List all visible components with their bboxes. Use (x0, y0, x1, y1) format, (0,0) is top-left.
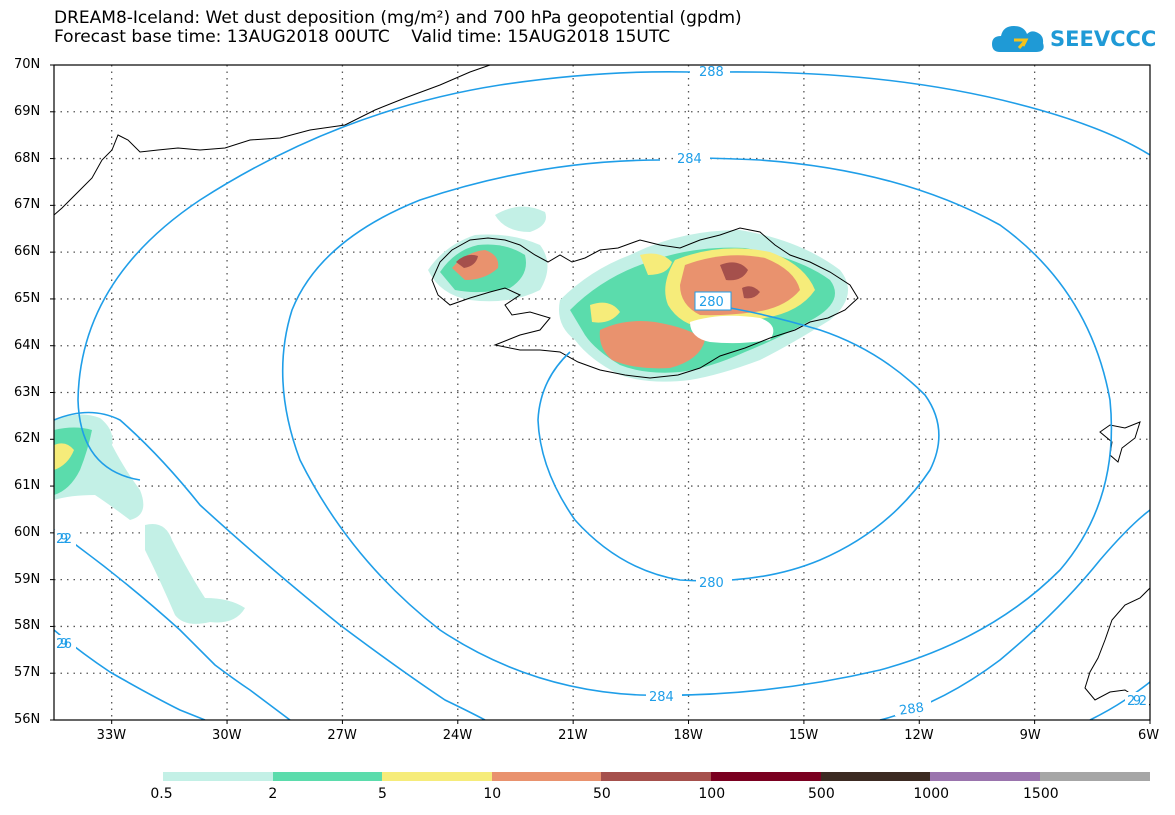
latitude-label: 59N (14, 571, 41, 587)
scotland-coastline (1084, 587, 1150, 706)
colorbar-label: 0.5 (150, 786, 173, 802)
map-title: DREAM8-Iceland: Wet dust deposition (mg/… (54, 8, 742, 28)
dust-plume-southwest (145, 524, 245, 624)
seevccc-logo: SEEVCCC (990, 18, 1156, 60)
longitude-label: 33W (96, 728, 127, 743)
colorbar-label: 50 (593, 786, 611, 802)
contour-284 (281, 157, 1113, 697)
contour-label: 296 (54, 635, 76, 652)
contour-label: 284 (674, 150, 710, 167)
latitude-label: 61N (14, 478, 41, 494)
contour-label: 288 (696, 63, 730, 80)
colorbar-label: 1500 (1023, 786, 1059, 802)
contour-label-group: 288 284 280 280 284 288 292 296 292 (54, 63, 1149, 719)
iceland-coastline (431, 227, 859, 379)
latitude-label: 69N (14, 103, 41, 119)
dust-westfjords-peak (456, 254, 478, 268)
colorbar-segment (382, 772, 493, 781)
longitude-label: 21W (558, 728, 588, 743)
geopotential-contours (54, 70, 1150, 720)
latitude-label: 65N (14, 290, 41, 306)
svg-text:280: 280 (699, 295, 724, 310)
longitude-label: 18W (673, 728, 703, 743)
colorbar-label: 2 (268, 786, 278, 802)
colorbar-label: 5 (378, 786, 387, 802)
faroe-area (1110, 429, 1140, 447)
longitude-label: 12W (904, 728, 934, 743)
contour-label: 280 (694, 291, 732, 311)
contour-292 (54, 529, 291, 720)
svg-text:284: 284 (649, 690, 674, 705)
contour-292-west (54, 411, 486, 720)
colorbar-segment (1039, 772, 1150, 781)
dust-gap-southeast (690, 315, 774, 344)
svg-text:296: 296 (56, 637, 72, 652)
contour-label: 280 (696, 574, 732, 591)
svg-text:292: 292 (1127, 694, 1147, 709)
latitude-label: 57N (14, 665, 41, 681)
contour-288-north (719, 71, 1150, 156)
svg-text:288: 288 (898, 700, 925, 718)
latitude-label: 58N (14, 618, 41, 634)
longitude-label: 24W (442, 728, 473, 743)
graticule (54, 65, 1150, 720)
colorbar-label: 500 (808, 786, 835, 802)
dust-south-iceland-high (599, 321, 705, 369)
svg-text:284: 284 (677, 152, 702, 167)
svg-text:280: 280 (699, 576, 724, 591)
longitude-label: 15W (788, 728, 819, 743)
dust-patch-yellow-2 (640, 253, 672, 275)
contour-296 (54, 629, 206, 720)
greenland-coastline (54, 65, 491, 216)
latitude-label: 68N (14, 150, 41, 166)
contour-288-southeast (879, 509, 1150, 720)
longitude-label: 6W (1138, 728, 1160, 743)
colorbar-segment (163, 772, 274, 781)
contour-label: 292 (54, 530, 76, 547)
latitude-label: 67N (14, 197, 41, 213)
contour-label: 292 (1125, 692, 1149, 709)
svg-text:288: 288 (699, 65, 724, 80)
svg-text:292: 292 (56, 532, 72, 547)
logo-text: SEEVCCC (1050, 27, 1157, 51)
colorbar-segment (272, 772, 383, 781)
longitude-label: 30W (212, 728, 242, 743)
dust-peak-1 (720, 262, 748, 281)
colorbar-label: 100 (698, 786, 726, 802)
contour-280 (537, 307, 940, 582)
colorbar-segment (711, 772, 822, 781)
latitude-label: 62N (14, 431, 41, 447)
latitude-label: 64N (14, 337, 41, 353)
latitude-label: 60N (14, 524, 41, 540)
axis-ticks (50, 64, 1151, 724)
dust-plume-west-core (54, 443, 74, 470)
contour-label: 288 (895, 700, 931, 719)
map-subtitle: Forecast base time: 13AUG2018 00UTC Vali… (54, 27, 671, 47)
colorbar-segment (601, 772, 712, 781)
coastlines (54, 65, 1150, 706)
cloud-icon (992, 26, 1044, 52)
contour-label: 284 (646, 688, 682, 705)
dust-patch-north (495, 206, 546, 232)
colorbar-segment (491, 772, 602, 781)
colorbar-label: 10 (483, 786, 502, 802)
latitude-label: 63N (14, 384, 41, 400)
colorbar-segment (930, 772, 1041, 781)
colorbar-segment (820, 772, 931, 781)
longitude-label: 9W (1019, 728, 1041, 743)
latitude-label: 66N (14, 244, 41, 260)
longitude-label: 27W (327, 728, 357, 743)
latitude-label: 56N (14, 712, 41, 727)
colorbar-label: 1000 (913, 786, 950, 802)
dust-patch-yellow-1 (590, 302, 620, 323)
dust-peak-2 (742, 286, 760, 299)
contour-288-west (77, 70, 691, 481)
latitude-label: 70N (14, 57, 41, 72)
